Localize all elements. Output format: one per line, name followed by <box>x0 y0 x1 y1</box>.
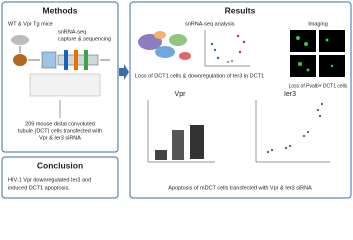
loss-text: Loss of DCT1 cells & downregulation of I… <box>135 73 264 79</box>
imaging-label: Imaging <box>308 21 328 27</box>
results-box <box>129 1 352 199</box>
dotplot-illustration <box>147 100 330 163</box>
cells-line: 209 mouse distal convoluted <box>25 121 95 127</box>
panel-title: Ier3 <box>284 91 296 98</box>
results-title: Results <box>225 5 256 15</box>
graphical-abstract: Methods WT & Vpr Tg mice snRNA-seq captu… <box>1 1 352 199</box>
conclusion-title: Conclusion <box>37 160 83 170</box>
arrow <box>119 64 129 80</box>
analysis-label: snRNA-seq analysis <box>185 21 235 27</box>
imaging-caption: Loss of Pvalb+ DCT1 cells <box>289 83 348 89</box>
mice-label: WT & Vpr Tg mice <box>8 21 53 27</box>
snrna-line: snRNA-seq <box>58 29 86 35</box>
umap-illustration <box>138 31 191 60</box>
conclusion-line: induced DCT1 apoptosis. <box>8 185 70 191</box>
conclusion-box <box>1 156 119 199</box>
illustration <box>11 35 110 118</box>
cells-line: tubule (DCT) cells transfected with <box>18 128 102 134</box>
conclusion-line: HIV-1 Vpr downregulated Ier3 and <box>8 177 91 183</box>
methods-title: Methods <box>43 5 78 15</box>
results-caption: Apoptosis of mDCT cells transfected with… <box>168 185 312 191</box>
cells-line: Vpr & Ier3 siRNA <box>39 135 81 141</box>
imaging-illustration <box>290 30 345 77</box>
panel-title: Vpr <box>175 91 187 98</box>
volcano-illustration <box>204 30 250 67</box>
snrna-line: capture & sequencing <box>58 36 111 42</box>
